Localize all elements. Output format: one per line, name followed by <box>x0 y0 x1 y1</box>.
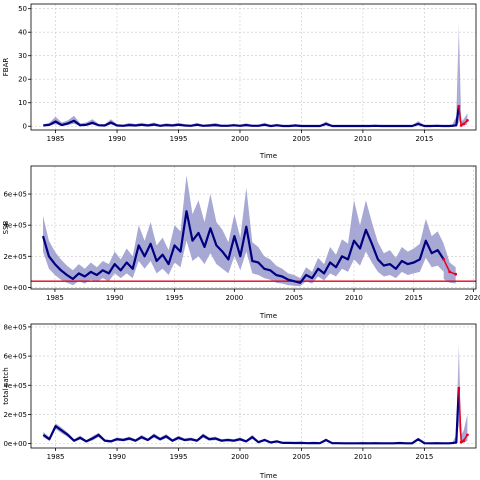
x-tick-label: 2015 <box>405 294 423 302</box>
x-tick-label: 1990 <box>106 294 124 302</box>
confidence-band <box>43 25 459 127</box>
x-tick-label: 2010 <box>354 453 372 461</box>
series-line-median <box>41 210 445 284</box>
x-tick-label: 2000 <box>231 135 249 143</box>
panel-frame <box>30 323 477 449</box>
x-axis-label: Time <box>259 472 277 480</box>
forecast-point <box>459 124 463 127</box>
y-axis-label: SSB <box>2 220 10 234</box>
y-tick-label: 0e+00 <box>3 440 27 448</box>
y-tick-label: 2e+05 <box>3 253 27 261</box>
x-axis-label: Time <box>259 312 277 320</box>
y-tick-label: 4e+05 <box>3 382 27 390</box>
forecast-point <box>462 122 466 126</box>
x-tick-label: 2015 <box>415 135 433 143</box>
x-tick-label: 1995 <box>166 294 184 302</box>
y-tick-label: 0e+00 <box>3 284 27 292</box>
y-tick-label: 0 <box>23 123 27 131</box>
forecast-point <box>457 104 461 108</box>
y-tick-label: 4e+05 <box>3 222 27 230</box>
y-tick-label: 6e+05 <box>3 353 27 361</box>
y-tick-label: 20 <box>18 76 27 84</box>
x-tick-label: 1990 <box>108 135 126 143</box>
forecast-point <box>459 440 463 444</box>
forecast-band <box>458 344 468 444</box>
y-tick-label: 10 <box>18 99 27 107</box>
forecast-point <box>448 270 452 274</box>
y-tick-label: 6e+05 <box>3 191 27 199</box>
forecast-point <box>465 433 469 437</box>
confidence-band <box>43 344 459 444</box>
y-tick-label: 2e+05 <box>3 411 27 419</box>
x-tick-label: 1985 <box>46 294 64 302</box>
forecast-point <box>454 272 458 276</box>
x-tick-label: 2010 <box>345 294 363 302</box>
series-line-median <box>42 388 460 445</box>
y-axis-label: total catch <box>2 367 10 404</box>
x-tick-label: 2005 <box>293 135 311 143</box>
panel-frame <box>30 3 477 131</box>
confidence-band <box>43 175 444 287</box>
series-line-forecast <box>458 106 468 127</box>
y-tick-label: 50 <box>18 5 27 13</box>
forecast-point <box>457 386 461 390</box>
x-tick-label: 1985 <box>47 135 65 143</box>
y-axis-label: FBAR <box>2 58 10 77</box>
forecast-point <box>442 258 446 261</box>
x-tick-label: 1990 <box>108 453 126 461</box>
y-tick-label: 30 <box>18 52 27 60</box>
series-line-median <box>43 106 460 128</box>
x-tick-label: 2015 <box>415 453 433 461</box>
x-tick-label: 2010 <box>354 135 372 143</box>
x-tick-label: 2000 <box>231 453 249 461</box>
x-tick-label: 2005 <box>293 453 311 461</box>
x-axis-label: Time <box>259 152 277 160</box>
panel-frame <box>30 165 477 290</box>
x-tick-label: 2000 <box>225 294 243 302</box>
forecast-point <box>465 118 469 122</box>
x-tick-label: 1995 <box>170 453 188 461</box>
x-tick-label: 1985 <box>47 453 65 461</box>
y-tick-label: 40 <box>18 29 27 37</box>
x-tick-label: 2005 <box>285 294 303 302</box>
y-tick-label: 8e+05 <box>3 323 27 331</box>
x-tick-label: 1995 <box>170 135 188 143</box>
forecast-point <box>462 439 466 443</box>
